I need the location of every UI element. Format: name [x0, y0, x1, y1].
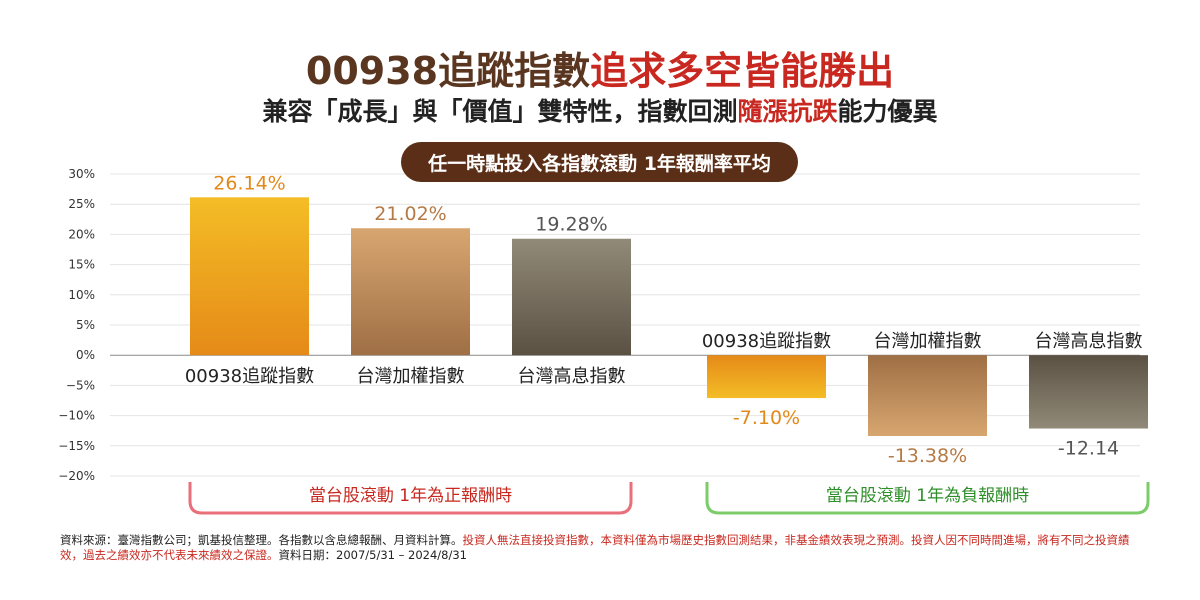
y-tick-label: 25% — [68, 197, 95, 211]
data-labels: 26.14% 00938追蹤指數 21.02% 台灣加權指數 19.28% 台灣高息指數 -… — [185, 172, 1143, 467]
bar — [1029, 355, 1148, 429]
category-label: 台灣加權指數 — [357, 366, 465, 387]
y-tick-label: −10% — [58, 409, 95, 423]
category-label: 00938追蹤指數 — [702, 331, 831, 352]
category-label: 台灣高息指數 — [1035, 331, 1143, 352]
page-subtitle: 兼容「成長」與「價值」雙特性，指數回測隨漲抗跌能力優異 — [0, 92, 1200, 128]
y-tick-label: 0% — [76, 348, 95, 362]
y-axis: 30% 25% 20% 15% 10% 5% 0% −5% −10% −15% −20% — [58, 167, 95, 483]
group-bracket — [188, 482, 633, 515]
title-highlight: 追求多空皆能勝出 — [590, 49, 895, 93]
group-brackets: 當台股滾動 1年為正報酬時 當台股滾動 1年為負報酬時 — [188, 482, 1150, 515]
bar — [351, 228, 470, 356]
footnote-disclaimer: 投資人無法直接投資指數，本資料僅為市場歷史指數回測結果，非基金績效表現之預測。投… — [60, 533, 1130, 562]
y-tick-label: 5% — [76, 318, 95, 332]
page-title: 00938追蹤指數追求多空皆能勝出 — [0, 40, 1200, 95]
group-bracket — [705, 482, 1150, 515]
title-part1: 00938追蹤指數 — [305, 49, 591, 93]
subtitle-part1: 兼容「成長」與「價值」雙特性，指數回測 — [262, 97, 738, 126]
bar — [512, 238, 631, 356]
group-label: 當台股滾動 1年為負報酬時 — [826, 486, 1029, 506]
y-tick-label: 10% — [68, 288, 95, 302]
bar — [190, 197, 309, 356]
value-label: 19.28% — [535, 214, 607, 236]
value-label: 21.02% — [374, 203, 446, 225]
y-tick-label: 30% — [68, 167, 95, 181]
footnote-date: 資料日期：2007/5/31 – 2024/8/31 — [278, 548, 468, 562]
value-label: -13.38% — [888, 445, 967, 467]
footnote: 資料來源：臺灣指數公司；凱基投信整理。各指數以含息總報酬、月資料計算。投資人無法… — [60, 533, 1140, 563]
footnote-source: 資料來源：臺灣指數公司；凱基投信整理。各指數以含息總報酬、月資料計算。 — [60, 533, 463, 547]
bars — [190, 197, 1148, 437]
value-label: 26.14% — [213, 172, 285, 194]
y-tick-label: 15% — [68, 258, 95, 272]
value-label: -7.10% — [733, 407, 800, 429]
chart-caption-pill: 任一時點投入各指數滾動 1年報酬率平均 — [401, 142, 798, 182]
value-label: -12.14 — [1058, 438, 1119, 460]
subtitle-highlight: 隨漲抗跌 — [737, 97, 838, 126]
bar — [707, 355, 826, 399]
bar — [868, 355, 987, 437]
subtitle-part3: 能力優異 — [837, 97, 938, 126]
y-tick-label: −20% — [58, 469, 95, 483]
y-tick-label: −5% — [66, 378, 95, 392]
category-label: 台灣高息指數 — [518, 366, 626, 387]
y-tick-label: −15% — [58, 439, 95, 453]
category-label: 00938追蹤指數 — [185, 366, 314, 387]
category-label: 台灣加權指數 — [874, 331, 982, 352]
y-tick-label: 20% — [68, 227, 95, 241]
group-label: 當台股滾動 1年為正報酬時 — [309, 486, 512, 506]
